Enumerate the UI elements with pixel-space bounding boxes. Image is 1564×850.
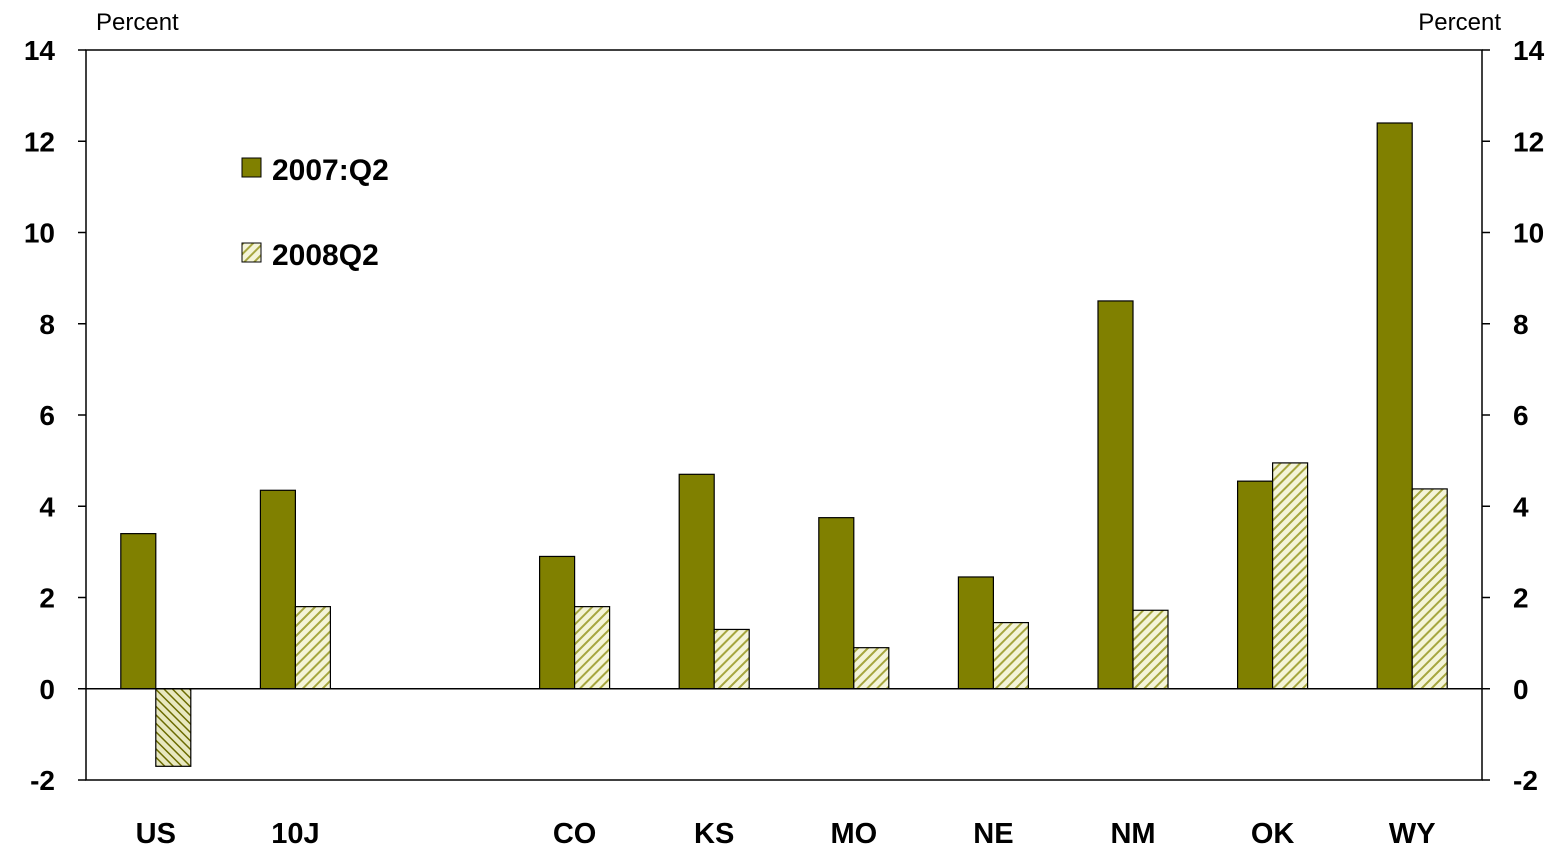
bar-wy-2007q2 [1376, 122, 1413, 690]
y-tick-label-right: 14 [1513, 35, 1545, 66]
y-tick-label-right: 10 [1513, 218, 1544, 249]
y-tick-label-left: -2 [30, 765, 55, 796]
y-tick-label-left: 4 [39, 491, 55, 522]
bar-ok-2008q2 [1271, 462, 1309, 690]
x-tick-label-ne: NE [973, 818, 1013, 850]
y-tick-label-left: 6 [39, 400, 55, 431]
bar-ne-2008q2 [992, 621, 1030, 690]
y-axis-left: 14 12 10 8 6 4 2 0 -2 [24, 35, 86, 796]
bar-ks-2007q2 [678, 473, 715, 690]
y-tick-label-right: 8 [1513, 309, 1529, 340]
x-tick-label-co: CO [553, 818, 597, 850]
x-tick-label-mo: MO [830, 818, 877, 850]
x-tick-label-nm: NM [1110, 818, 1155, 850]
bar-mo-2008q2 [853, 647, 890, 690]
legend: 2007:Q2 2008Q2 [241, 154, 389, 272]
bar-us-2007q2 [120, 533, 157, 690]
bar-co-2007q2 [538, 555, 576, 690]
bar-co-2008q2 [573, 606, 611, 690]
legend-label-2007q2: 2007:Q2 [272, 154, 389, 187]
bar-10j-2007q2 [259, 489, 296, 690]
x-tick-label-us: US [136, 818, 176, 850]
y-tick-label-left: 2 [39, 583, 55, 614]
y-axis-right-unit-label: Percent [1418, 9, 1501, 36]
bars-group [120, 122, 1448, 767]
legend-swatch-2008q2 [241, 242, 262, 263]
bar-nm-2008q2 [1132, 609, 1169, 690]
y-tick-label-left: 14 [24, 35, 56, 66]
legend-label-2008q2: 2008Q2 [272, 239, 379, 272]
y-tick-label-right: 4 [1513, 491, 1529, 522]
y-tick-label-left: 12 [24, 126, 55, 157]
x-tick-label-wy: WY [1389, 818, 1436, 850]
bar-us-2008q2 [155, 688, 192, 767]
x-tick-label-ok: OK [1251, 818, 1295, 850]
x-axis-labels: US 10J CO KS MO NE NM OK WY [136, 818, 1436, 850]
y-tick-label-right: 0 [1513, 674, 1529, 705]
y-tick-label-right: 12 [1513, 126, 1544, 157]
y-axis-right: 14 12 10 8 6 4 2 0 -2 [1482, 35, 1545, 796]
x-tick-label-10j: 10J [271, 818, 319, 850]
bar-ok-2007q2 [1236, 480, 1274, 690]
y-tick-label-right: 6 [1513, 400, 1529, 431]
bar-10j-2008q2 [294, 606, 331, 690]
y-tick-label-left: 0 [39, 674, 55, 705]
y-axis-left-unit-label: Percent [96, 9, 179, 36]
legend-swatch-2007q2 [241, 157, 262, 178]
y-tick-label-right: 2 [1513, 583, 1529, 614]
y-tick-label-left: 10 [24, 218, 55, 249]
bar-ne-2007q2 [957, 576, 995, 690]
bar-mo-2007q2 [818, 517, 855, 690]
bar-ks-2008q2 [713, 628, 750, 690]
y-tick-label-left: 8 [39, 309, 55, 340]
bar-wy-2008q2 [1411, 488, 1448, 690]
y-tick-label-right: -2 [1513, 765, 1538, 796]
bar-nm-2007q2 [1097, 300, 1134, 690]
x-tick-label-ks: KS [694, 818, 734, 850]
